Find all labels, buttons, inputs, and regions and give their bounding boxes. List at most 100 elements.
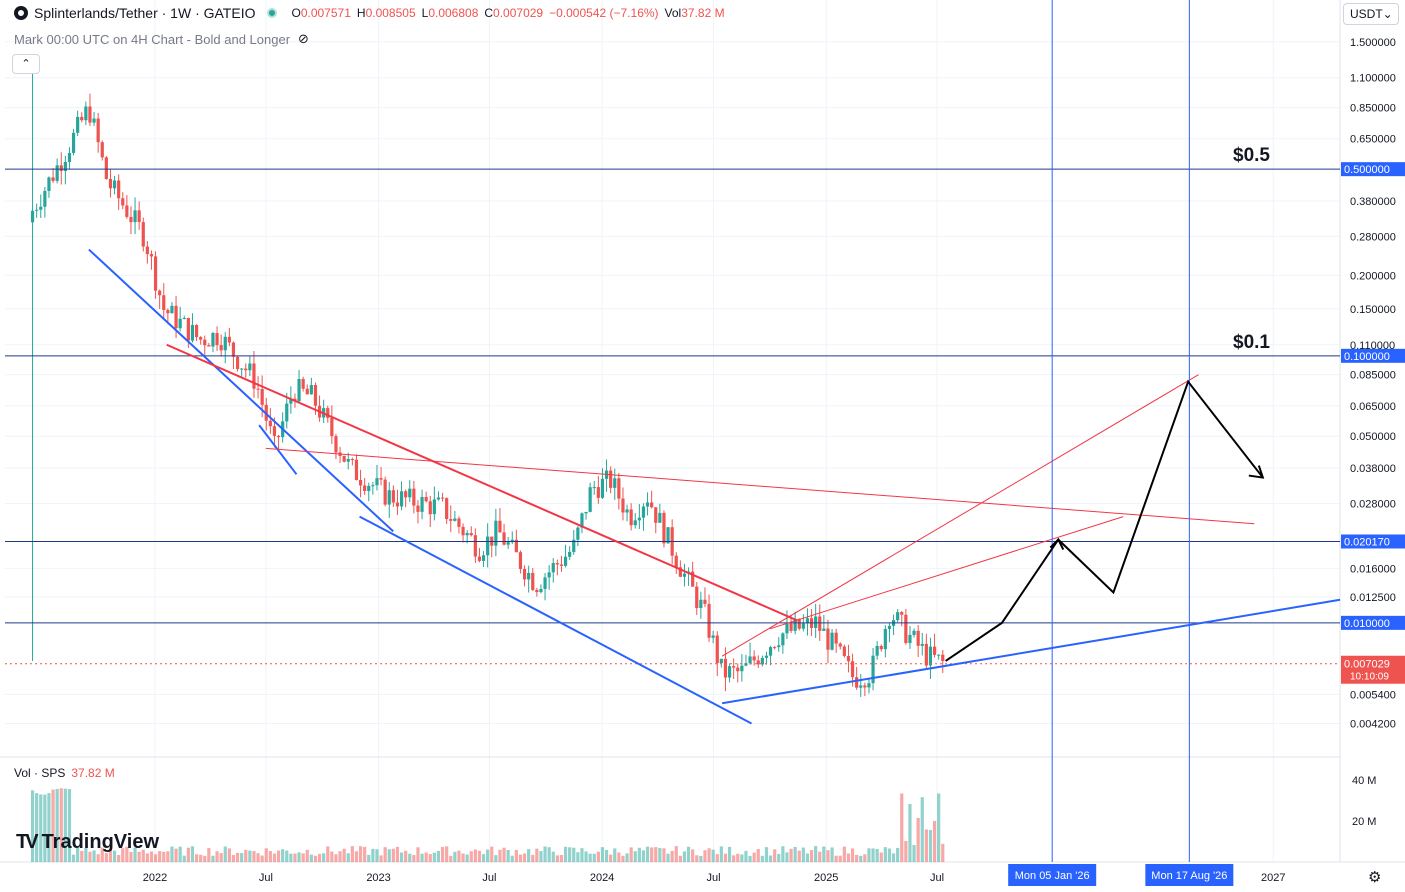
candle-body — [412, 488, 416, 506]
y-tick-label: 0.005400 — [1350, 689, 1396, 701]
volume-bar — [88, 851, 92, 862]
candle-body — [137, 210, 141, 223]
level-price-tag — [1341, 615, 1405, 630]
indicator-row[interactable]: Mark 00:00 UTC on 4H Chart - Bold and Lo… — [14, 31, 309, 47]
candle-body — [838, 643, 842, 647]
settings-gear-icon[interactable]: ⚙ — [1368, 869, 1382, 886]
volume-bar — [584, 851, 588, 862]
volume-bar — [416, 847, 420, 862]
volume-bar — [59, 788, 63, 862]
volume-bar — [461, 853, 465, 862]
candle-body — [543, 577, 547, 589]
collapse-button[interactable]: ⌃ — [12, 54, 40, 74]
hide-eye-icon[interactable]: ⊘ — [298, 31, 309, 46]
volume-bar — [781, 846, 785, 862]
volume-bar — [855, 854, 859, 862]
volume-bar — [637, 847, 641, 862]
tradingview-logo[interactable]: TV TradingView — [16, 831, 159, 854]
candle-body — [432, 499, 436, 515]
volume-bar — [313, 855, 318, 862]
volume-bar — [563, 846, 568, 862]
candle-body — [358, 479, 363, 486]
candle-body — [203, 339, 207, 346]
volume-bar — [682, 851, 687, 862]
candle-body — [84, 106, 88, 121]
coin-logo-icon — [14, 6, 28, 20]
volume-bar — [576, 852, 580, 862]
volume-bar — [498, 849, 502, 862]
volume-bar — [641, 850, 646, 862]
candle-body — [559, 564, 564, 566]
volume-bar — [158, 851, 162, 862]
candle-body — [182, 317, 186, 319]
y-tick-label: 0.016000 — [1350, 563, 1396, 575]
volume-bar — [235, 852, 240, 862]
y-tick-label: 0.150000 — [1350, 304, 1396, 316]
date-marker-label: Mon 05 Jan '26 — [1015, 870, 1090, 882]
volume-bar — [96, 854, 100, 862]
candle-body — [641, 506, 646, 518]
level-price-label: 0.010000 — [1344, 618, 1390, 630]
volume-header[interactable]: Vol · SPS 37.82 M — [14, 766, 115, 780]
y-tick-label: 0.028000 — [1350, 498, 1396, 510]
volume-bar — [707, 848, 711, 862]
candle-body — [408, 488, 412, 498]
volume-bar — [153, 854, 158, 862]
volume-bar — [617, 852, 621, 862]
volume-bar — [100, 847, 104, 862]
candle-body — [588, 487, 592, 512]
candle-body — [346, 458, 350, 462]
volume-bar — [822, 846, 826, 862]
volume-bar — [883, 847, 887, 862]
volume-bar — [699, 855, 703, 862]
candle-body — [609, 470, 613, 488]
candle-body — [453, 518, 457, 521]
volume-bar — [219, 853, 223, 862]
symbol-title[interactable]: Splinterlands/Tether · 1W · GATEIO — [34, 5, 256, 21]
candle-body — [170, 305, 174, 314]
candle-body — [727, 666, 732, 678]
candle-body — [71, 132, 76, 153]
candle-body — [883, 628, 887, 650]
volume-bar — [80, 850, 84, 862]
date-marker-tag — [1145, 864, 1234, 886]
candle-body — [244, 368, 248, 371]
candle-body — [805, 618, 810, 624]
volume-bar — [276, 850, 281, 862]
candle-body — [494, 520, 498, 546]
candle-body — [227, 336, 231, 343]
candle-body — [535, 589, 539, 593]
volume-bar — [580, 848, 584, 862]
candle-body — [941, 654, 945, 661]
volume-bar — [768, 855, 773, 862]
candle-body — [215, 333, 219, 346]
volume-bar — [732, 855, 736, 862]
volume-bar — [330, 851, 334, 862]
candle-body — [863, 685, 867, 688]
candle-body — [764, 655, 769, 658]
level-price-label: 0.500000 — [1344, 164, 1390, 176]
currency-selector[interactable]: USDT ⌄ — [1343, 3, 1399, 25]
volume-bar — [453, 851, 457, 862]
candle-body — [781, 633, 785, 646]
volume-bar — [842, 846, 846, 862]
candle-body — [580, 513, 584, 528]
high-value: 0.008505 — [365, 6, 416, 20]
candle-body — [834, 632, 838, 644]
indicator-label[interactable]: Mark 00:00 UTC on 4H Chart - Bold and Lo… — [14, 31, 291, 47]
symbol-header[interactable]: Splinterlands/Tether · 1W · GATEIO O0.00… — [14, 5, 725, 21]
candle-body — [129, 216, 133, 223]
candle-body — [563, 556, 568, 566]
volume-bar — [170, 846, 174, 862]
volume-bar — [342, 848, 346, 862]
candle-body — [371, 485, 375, 487]
red-channel-lower — [769, 516, 1124, 630]
candle-body — [133, 210, 137, 223]
volume-bar — [199, 854, 203, 862]
low-value: 0.006808 — [428, 6, 479, 20]
candle-body — [920, 643, 924, 646]
brand-name: TradingView — [41, 831, 160, 853]
volume-bar — [789, 848, 793, 862]
candle-body — [30, 210, 35, 223]
